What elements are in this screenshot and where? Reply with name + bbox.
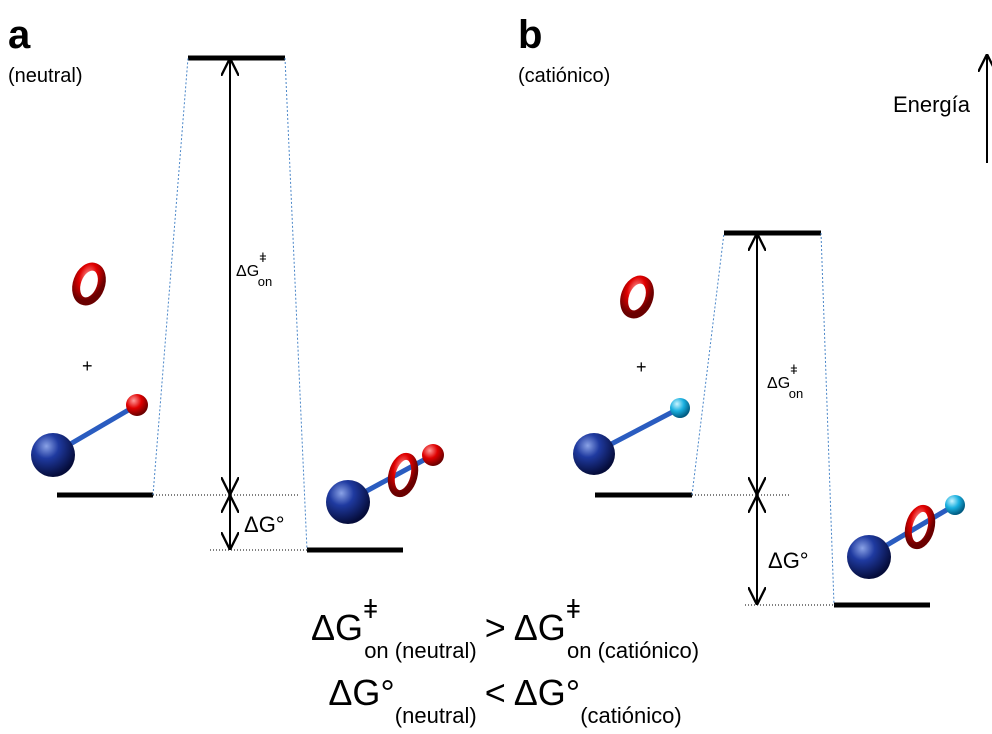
term: ΔG° — [328, 672, 394, 713]
end-group — [670, 398, 690, 418]
sup: ǂ — [259, 250, 267, 265]
symbol: ΔG — [236, 263, 259, 280]
plus: + — [82, 356, 93, 376]
axis-label: Energía — [893, 92, 971, 117]
connector — [152, 57, 189, 496]
panel-letter: b — [518, 13, 542, 57]
stopper — [573, 433, 615, 475]
dg-label: ΔG° — [768, 548, 809, 573]
term: ΔG — [514, 607, 566, 648]
sub: on (neutral) — [364, 638, 477, 663]
connector — [284, 57, 308, 551]
plus: + — [636, 357, 647, 377]
stopper — [847, 535, 891, 579]
operator: < — [485, 672, 506, 713]
sub: (catiónico) — [580, 703, 681, 728]
term: ΔG — [311, 607, 363, 648]
barrier-label: ΔGǂ on — [767, 362, 803, 401]
dg-label: ΔG° — [244, 512, 285, 537]
sub: (neutral) — [395, 703, 477, 728]
equation: ΔGǂ on (neutral)> ΔGǂ on (catiónico) — [311, 594, 699, 663]
sup: ǂ — [363, 594, 378, 624]
sub: on (catiónico) — [567, 638, 699, 663]
stopper — [326, 480, 370, 524]
ring — [387, 452, 419, 498]
sub: on — [789, 386, 803, 401]
stopper — [31, 433, 75, 477]
term: ΔG° — [514, 672, 580, 713]
end-group — [126, 394, 148, 416]
equation: ΔG°(neutral)< ΔG°(catiónico) — [328, 672, 681, 728]
panel-letter: a — [8, 13, 31, 57]
end-group — [422, 444, 444, 466]
ring — [904, 504, 936, 550]
ring — [72, 262, 106, 306]
connector — [820, 232, 835, 606]
end-group — [945, 495, 965, 515]
symbol: ΔG — [767, 375, 790, 392]
sup: ǂ — [790, 362, 798, 377]
sup: ǂ — [566, 594, 581, 624]
ring — [620, 275, 654, 319]
barrier-label: ΔGǂ on — [236, 250, 272, 289]
connector — [691, 232, 725, 496]
panel-subtitle: (catiónico) — [518, 65, 610, 87]
sub: on — [258, 274, 272, 289]
operator: > — [485, 607, 506, 648]
panel-subtitle: (neutral) — [8, 65, 82, 87]
